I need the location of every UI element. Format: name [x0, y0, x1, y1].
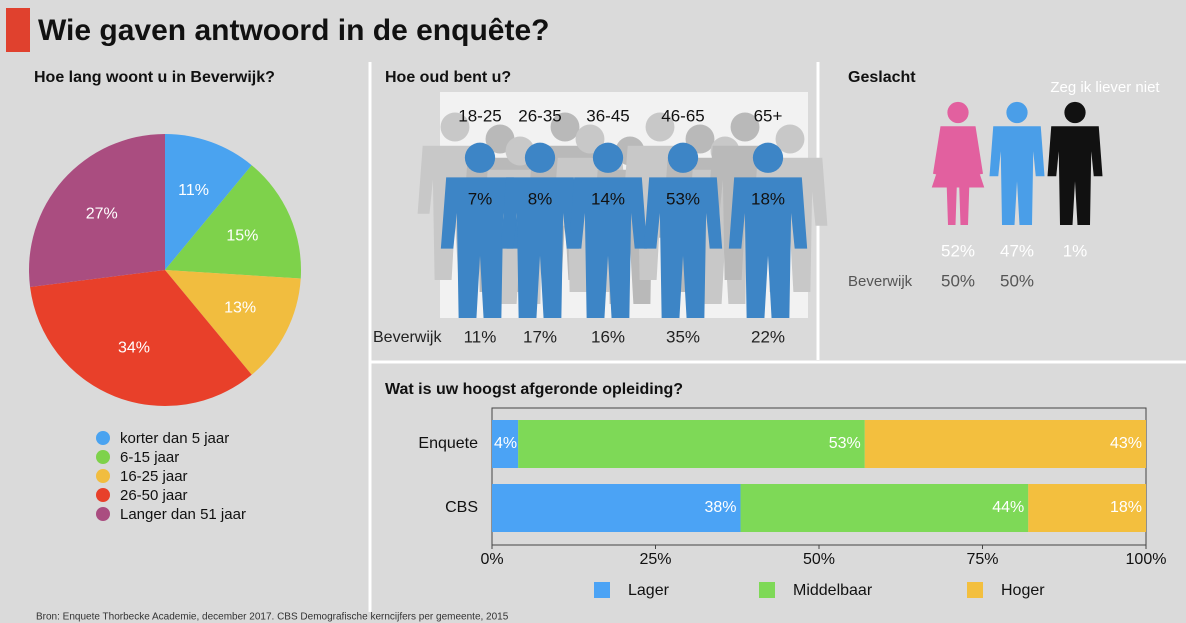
legend-swatch: [96, 507, 110, 521]
value-label: 18%: [751, 189, 785, 208]
category-label: 26-35: [518, 106, 561, 125]
row-label: Beverwijk: [373, 329, 442, 346]
value-label: 52%: [941, 241, 975, 260]
legend-label: 6-15 jaar: [120, 449, 179, 466]
legend-label: 16-25 jaar: [120, 468, 188, 485]
panel-title: Wat is uw hoogst afgeronde opleiding?: [385, 381, 683, 398]
title-accent: [6, 8, 30, 52]
figure: [1064, 102, 1085, 123]
legend-label: Middelbaar: [793, 582, 873, 599]
figure: [593, 143, 623, 173]
panel-title: Geslacht: [848, 69, 916, 86]
figure: [525, 143, 555, 173]
value-label: 14%: [591, 189, 625, 208]
legend-swatch: [96, 488, 110, 502]
bar-segment: [865, 420, 1146, 468]
value-label: 35%: [666, 327, 700, 346]
x-tick-label: 75%: [966, 551, 998, 568]
value-label: 11%: [464, 327, 497, 346]
x-tick-label: 50%: [803, 551, 835, 568]
legend-swatch: [96, 431, 110, 445]
slice-label: 34%: [118, 340, 150, 357]
value-label: 22%: [751, 327, 785, 346]
x-tick-label: 25%: [639, 551, 671, 568]
bar-label: 4%: [494, 435, 517, 452]
page-title: Wie gaven antwoord in de enquête?: [38, 14, 549, 47]
value-label: 17%: [523, 327, 557, 346]
legend-swatch: [96, 450, 110, 464]
legend-label: 26-50 jaar: [120, 487, 188, 504]
value-label: 7%: [468, 189, 493, 208]
slice-label: 11%: [178, 182, 209, 199]
bar-label: 18%: [1110, 499, 1142, 516]
value-label: 50%: [1000, 271, 1034, 290]
bar-label: 44%: [992, 499, 1024, 516]
category-label: 65+: [754, 106, 783, 125]
value-label: 1%: [1063, 241, 1088, 260]
legend-swatch: [967, 582, 983, 598]
figure: [668, 143, 698, 173]
x-tick-label: 100%: [1126, 551, 1167, 568]
bar-segment: [741, 484, 1029, 532]
panel-title: Hoe oud bent u?: [385, 69, 511, 86]
legend-swatch: [96, 469, 110, 483]
figure: [947, 102, 968, 123]
x-tick-label: 0%: [480, 551, 503, 568]
category-label: Zeg ik liever niet: [1050, 79, 1160, 96]
row-label: Beverwijk: [848, 273, 913, 290]
bar-segment: [518, 420, 865, 468]
bar-label: 53%: [829, 435, 861, 452]
figure: [465, 143, 495, 173]
bar-label: 43%: [1110, 435, 1142, 452]
figure: [753, 143, 783, 173]
slice-label: 13%: [224, 299, 256, 316]
value-label: 53%: [666, 189, 700, 208]
category-label: 46-65: [661, 106, 704, 125]
category-label: 18-25: [458, 106, 501, 125]
figure: [1006, 102, 1027, 123]
value-label: 16%: [591, 327, 625, 346]
legend-swatch: [759, 582, 775, 598]
slice-label: 15%: [226, 228, 258, 245]
legend-label: Langer dan 51 jaar: [120, 506, 246, 523]
value-label: 47%: [1000, 241, 1034, 260]
legend-label: Lager: [628, 582, 670, 599]
y-tick-label: CBS: [445, 499, 478, 516]
legend-swatch: [594, 582, 610, 598]
value-label: 8%: [528, 189, 553, 208]
bar-label: 38%: [704, 499, 736, 516]
category-label: 36-45: [586, 106, 629, 125]
infographic: Wie gaven antwoord in de enquête? Hoe la…: [0, 0, 1186, 623]
legend-label: korter dan 5 jaar: [120, 430, 229, 447]
y-tick-label: Enquete: [418, 435, 478, 452]
value-label: 50%: [941, 271, 975, 290]
slice-label: 27%: [86, 205, 118, 222]
panel-title: Hoe lang woont u in Beverwijk?: [34, 69, 275, 86]
source-note: Bron: Enquete Thorbecke Academie, decemb…: [36, 612, 509, 623]
legend-label: Hoger: [1001, 582, 1045, 599]
bar-segment: [492, 484, 741, 532]
